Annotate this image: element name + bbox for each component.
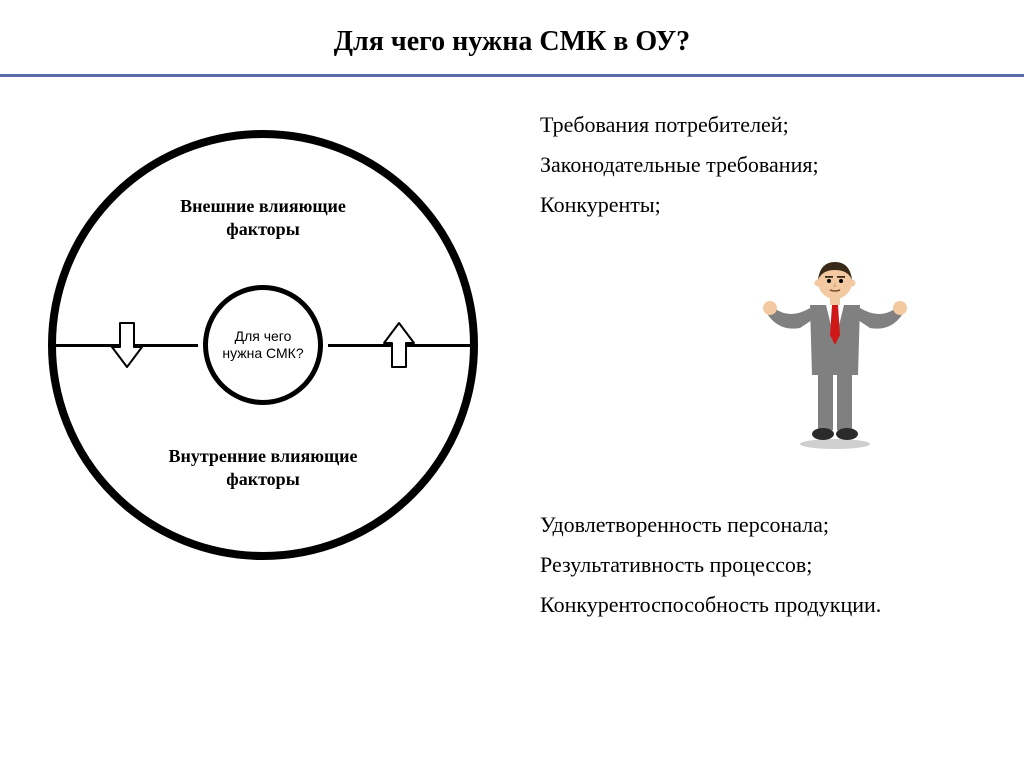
arrow-down-icon: [110, 321, 144, 369]
list-item: Конкуренты;: [540, 188, 1004, 222]
page-title: Для чего нужна СМК в ОУ?: [0, 26, 1024, 58]
businessman-shrug-icon: [760, 250, 910, 450]
outer-label-bottom-line1: Внутренние влияющие: [168, 446, 357, 466]
list-item: Конкурентоспособность продукции.: [540, 588, 1004, 622]
arrow-up-icon: [382, 321, 416, 369]
outer-label-top: Внешние влияющие факторы: [48, 195, 478, 240]
outer-label-bottom-line2: факторы: [226, 469, 300, 489]
factors-diagram: Внешние влияющие факторы Внутренние влия…: [48, 130, 478, 560]
outer-label-top-line1: Внешние влияющие: [180, 196, 346, 216]
external-factors-list: Требования потребителей; Законодательные…: [540, 108, 1004, 228]
list-item: Удовлетворенность персонала;: [540, 508, 1004, 542]
list-item: Результативность процессов;: [540, 548, 1004, 582]
list-item: Требования потребителей;: [540, 108, 1004, 142]
center-label: Для чего нужна СМК?: [208, 322, 318, 368]
horizontal-rule: [0, 74, 1024, 77]
list-item: Законодательные требования;: [540, 148, 1004, 182]
inner-circle: Для чего нужна СМК?: [203, 285, 323, 405]
outer-label-bottom: Внутренние влияющие факторы: [48, 445, 478, 490]
outer-label-top-line2: факторы: [226, 219, 300, 239]
internal-factors-list: Удовлетворенность персонала; Результатив…: [540, 508, 1004, 628]
